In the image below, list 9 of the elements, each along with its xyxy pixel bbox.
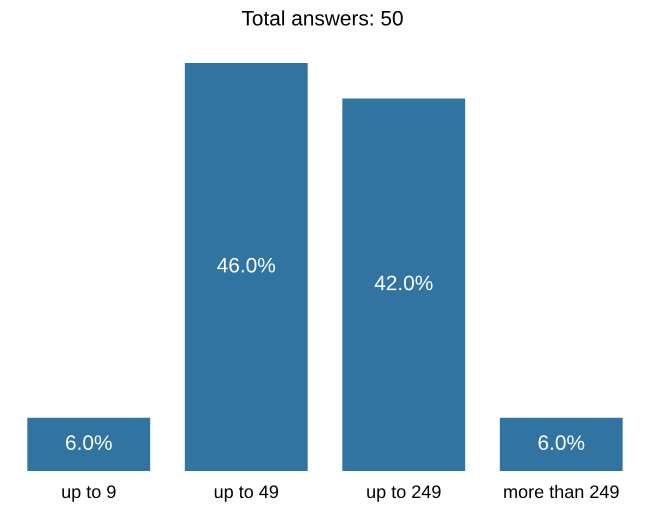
x-tick-label: more than 249 <box>504 484 619 498</box>
x-tick-label: up to 49 <box>214 485 278 502</box>
data-label: 6.0% <box>66 435 112 450</box>
x-tick-label: up to 9 <box>62 485 116 502</box>
x-tick-label: up to 249 <box>367 485 441 502</box>
data-label: 46.0% <box>217 258 276 273</box>
data-label: 6.0% <box>538 435 584 450</box>
chart-title: Total answers: 50 <box>242 10 403 26</box>
data-label: 42.0% <box>374 276 433 290</box>
